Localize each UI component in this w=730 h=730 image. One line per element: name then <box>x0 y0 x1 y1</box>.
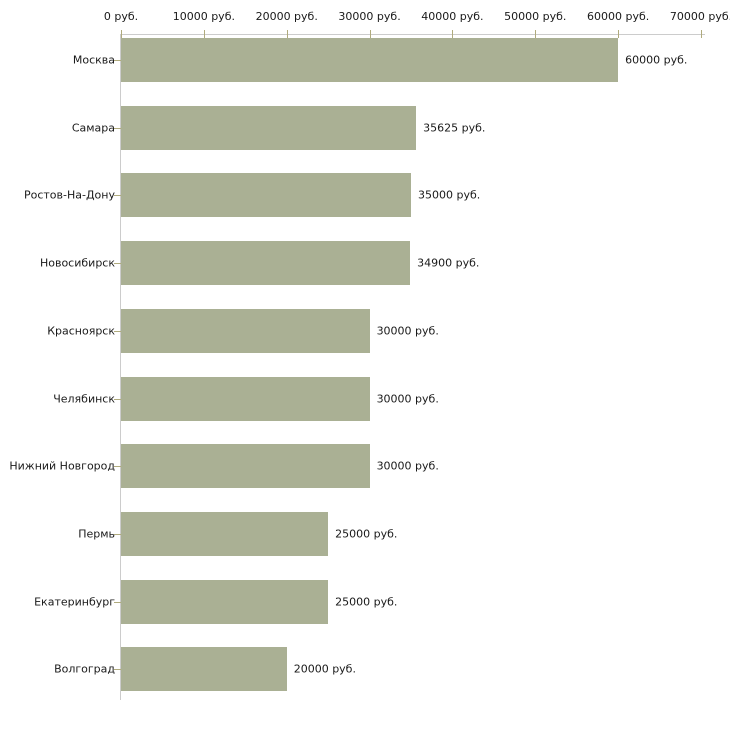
category-label: Красноярск <box>47 324 115 338</box>
x-axis-tick-label: 10000 руб. <box>172 10 235 23</box>
bar <box>121 647 287 692</box>
x-axis-tick-label: 20000 руб. <box>255 10 318 23</box>
x-axis-line <box>120 34 705 35</box>
value-label: 25000 руб. <box>335 527 398 541</box>
x-axis-tick-mark <box>286 30 288 38</box>
value-label: 30000 руб. <box>376 324 439 338</box>
category-label: Ростов-На-Дону <box>23 188 115 202</box>
bar <box>121 105 417 150</box>
category-tick-mark <box>114 399 122 400</box>
x-axis-tick-label: 30000 руб. <box>338 10 401 23</box>
x-axis-tick-label: 50000 руб. <box>504 10 567 23</box>
value-label: 20000 руб. <box>293 662 356 676</box>
value-label: 30000 руб. <box>376 459 439 473</box>
category-tick-mark <box>114 602 122 603</box>
x-axis-tick-mark <box>369 30 371 38</box>
category-label: Новосибирск <box>39 256 115 270</box>
bar <box>121 579 329 624</box>
category-label: Москва <box>72 53 115 67</box>
x-axis-tick-mark <box>121 30 122 38</box>
value-label: 25000 руб. <box>335 595 398 609</box>
x-axis-tick-label: 60000 руб. <box>587 10 650 23</box>
value-label: 30000 руб. <box>376 392 439 405</box>
category-label: Екатеринбург <box>34 595 115 609</box>
x-axis-tick-mark <box>618 30 620 38</box>
category-tick-mark <box>114 534 122 535</box>
value-label: 35000 руб. <box>418 188 481 202</box>
bar <box>121 511 329 556</box>
category-tick-mark <box>114 128 122 129</box>
x-axis-tick-mark <box>701 30 702 38</box>
bar <box>121 241 411 286</box>
value-label: 35625 руб. <box>423 121 486 135</box>
category-label: Самара <box>71 121 115 135</box>
value-label: 60000 руб. <box>625 53 688 67</box>
x-axis-tick-mark <box>452 30 454 38</box>
category-tick-mark <box>114 331 122 332</box>
bar <box>121 444 370 489</box>
x-axis-tick-label: 70000 руб. <box>669 10 730 23</box>
category-tick-mark <box>114 466 122 467</box>
category-label: Челябинск <box>53 392 115 405</box>
x-axis-tick-mark <box>535 30 537 38</box>
y-axis-line <box>120 34 121 700</box>
value-label: 34900 руб. <box>417 256 480 270</box>
category-tick-mark <box>114 669 122 670</box>
x-axis-tick-mark <box>203 30 205 38</box>
category-tick-mark <box>114 195 122 196</box>
category-tick-mark <box>114 60 122 61</box>
category-tick-mark <box>114 263 122 264</box>
bar <box>121 38 619 82</box>
bar <box>121 376 370 421</box>
x-axis-tick-label: 0 руб. <box>103 10 139 23</box>
category-label: Нижний Новгород <box>9 459 115 473</box>
category-label: Пермь <box>78 527 115 541</box>
bar <box>121 173 411 218</box>
x-axis-tick-label: 40000 руб. <box>421 10 484 23</box>
category-label: Волгоград <box>54 662 115 676</box>
bar <box>121 308 370 353</box>
